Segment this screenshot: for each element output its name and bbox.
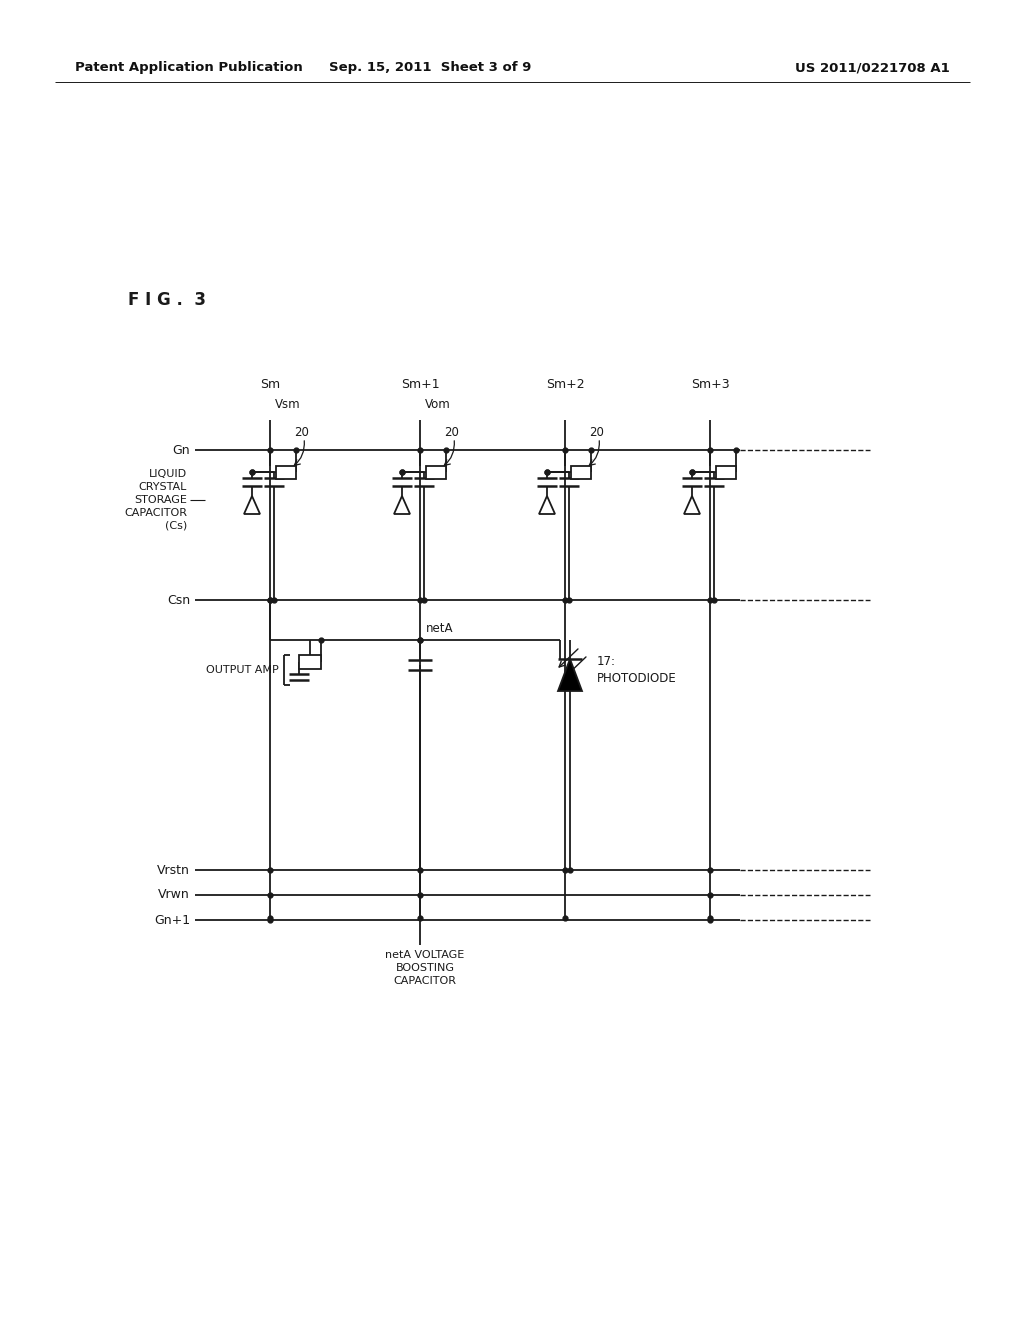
Text: Vrstn: Vrstn: [157, 863, 190, 876]
Text: Sm: Sm: [260, 379, 280, 392]
Polygon shape: [684, 496, 700, 513]
Polygon shape: [244, 496, 260, 513]
Text: Vom: Vom: [425, 399, 451, 412]
Polygon shape: [394, 496, 410, 513]
Bar: [426, 466, 446, 479]
Polygon shape: [558, 659, 582, 690]
Bar: [276, 466, 296, 479]
Text: OUTPUT AMP: OUTPUT AMP: [206, 665, 279, 675]
Text: Patent Application Publication: Patent Application Publication: [75, 62, 303, 74]
Text: US 2011/0221708 A1: US 2011/0221708 A1: [796, 62, 950, 74]
Text: 20: 20: [444, 425, 459, 438]
Text: netA: netA: [426, 622, 454, 635]
Text: Sm+2: Sm+2: [546, 379, 585, 392]
Bar: [716, 466, 736, 479]
Text: Gn: Gn: [172, 444, 190, 457]
Bar: [299, 655, 321, 669]
Text: netA VOLTAGE
BOOSTING
CAPACITOR: netA VOLTAGE BOOSTING CAPACITOR: [385, 950, 465, 986]
Text: LIQUID
CRYSTAL
STORAGE
CAPACITOR
(Cs): LIQUID CRYSTAL STORAGE CAPACITOR (Cs): [124, 470, 187, 531]
Text: 17:
PHOTODIODE: 17: PHOTODIODE: [597, 655, 677, 685]
Text: 20: 20: [589, 425, 604, 438]
Text: F I G .  3: F I G . 3: [128, 290, 206, 309]
Text: Vrwn: Vrwn: [159, 888, 190, 902]
Bar: [571, 466, 591, 479]
Text: Sm+3: Sm+3: [690, 379, 729, 392]
Text: Gn+1: Gn+1: [154, 913, 190, 927]
Text: 20: 20: [294, 425, 309, 438]
Text: Vsm: Vsm: [275, 399, 301, 412]
Text: Sep. 15, 2011  Sheet 3 of 9: Sep. 15, 2011 Sheet 3 of 9: [329, 62, 531, 74]
Text: Sm+1: Sm+1: [400, 379, 439, 392]
Text: Csn: Csn: [167, 594, 190, 606]
Polygon shape: [539, 496, 555, 513]
